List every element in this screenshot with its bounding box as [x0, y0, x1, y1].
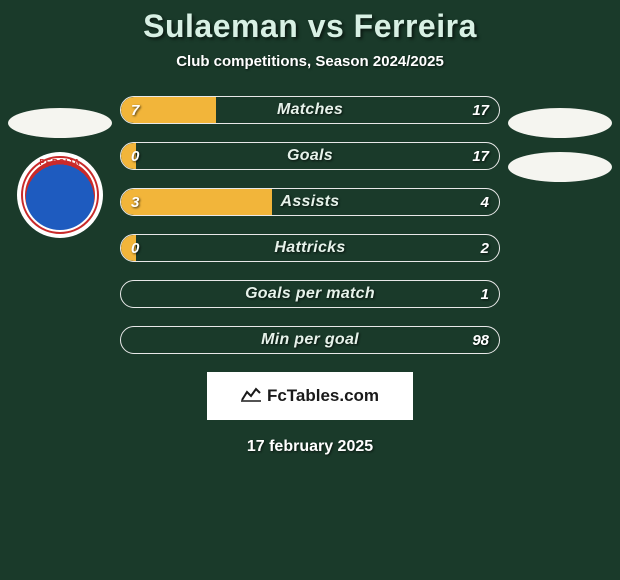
- badge-inner: [25, 160, 95, 230]
- stat-label: Min per goal: [121, 327, 499, 353]
- stat-label: Assists: [121, 189, 499, 215]
- stat-label: Hattricks: [121, 235, 499, 261]
- left-club-column: PERSIJA: [8, 108, 112, 238]
- stat-label: Goals per match: [121, 281, 499, 307]
- stat-right-value: 4: [481, 189, 489, 215]
- page-subtitle: Club competitions, Season 2024/2025: [0, 53, 620, 70]
- stat-right-value: 2: [481, 235, 489, 261]
- stat-bars: 7 Matches 17 0 Goals 17 3 Assists 4 0 Ha…: [120, 96, 500, 354]
- right-sponsor-ellipse-1: [508, 108, 612, 138]
- left-sponsor-ellipse: [8, 108, 112, 138]
- stat-row-hattricks: 0 Hattricks 2: [120, 234, 500, 262]
- chart-icon: [241, 386, 261, 407]
- date-label: 17 february 2025: [0, 438, 620, 456]
- stat-right-value: 98: [472, 327, 489, 353]
- page-title: Sulaeman vs Ferreira: [0, 8, 620, 45]
- stat-row-min-per-goal: Min per goal 98: [120, 326, 500, 354]
- stat-row-matches: 7 Matches 17: [120, 96, 500, 124]
- badge-ring: [21, 156, 99, 234]
- stat-row-assists: 3 Assists 4: [120, 188, 500, 216]
- brand-box: FcTables.com: [207, 372, 413, 420]
- stat-right-value: 17: [472, 143, 489, 169]
- stat-row-goals-per-match: Goals per match 1: [120, 280, 500, 308]
- stat-right-value: 17: [472, 97, 489, 123]
- right-sponsor-ellipse-2: [508, 152, 612, 182]
- comparison-card: Sulaeman vs Ferreira Club competitions, …: [0, 0, 620, 456]
- brand-text: FcTables.com: [267, 386, 379, 406]
- stat-right-value: 1: [481, 281, 489, 307]
- stat-label: Matches: [121, 97, 499, 123]
- left-club-badge-text: PERSIJA: [17, 158, 103, 167]
- right-club-column: [508, 108, 612, 238]
- stat-row-goals: 0 Goals 17: [120, 142, 500, 170]
- stat-label: Goals: [121, 143, 499, 169]
- left-club-badge: PERSIJA: [17, 152, 103, 238]
